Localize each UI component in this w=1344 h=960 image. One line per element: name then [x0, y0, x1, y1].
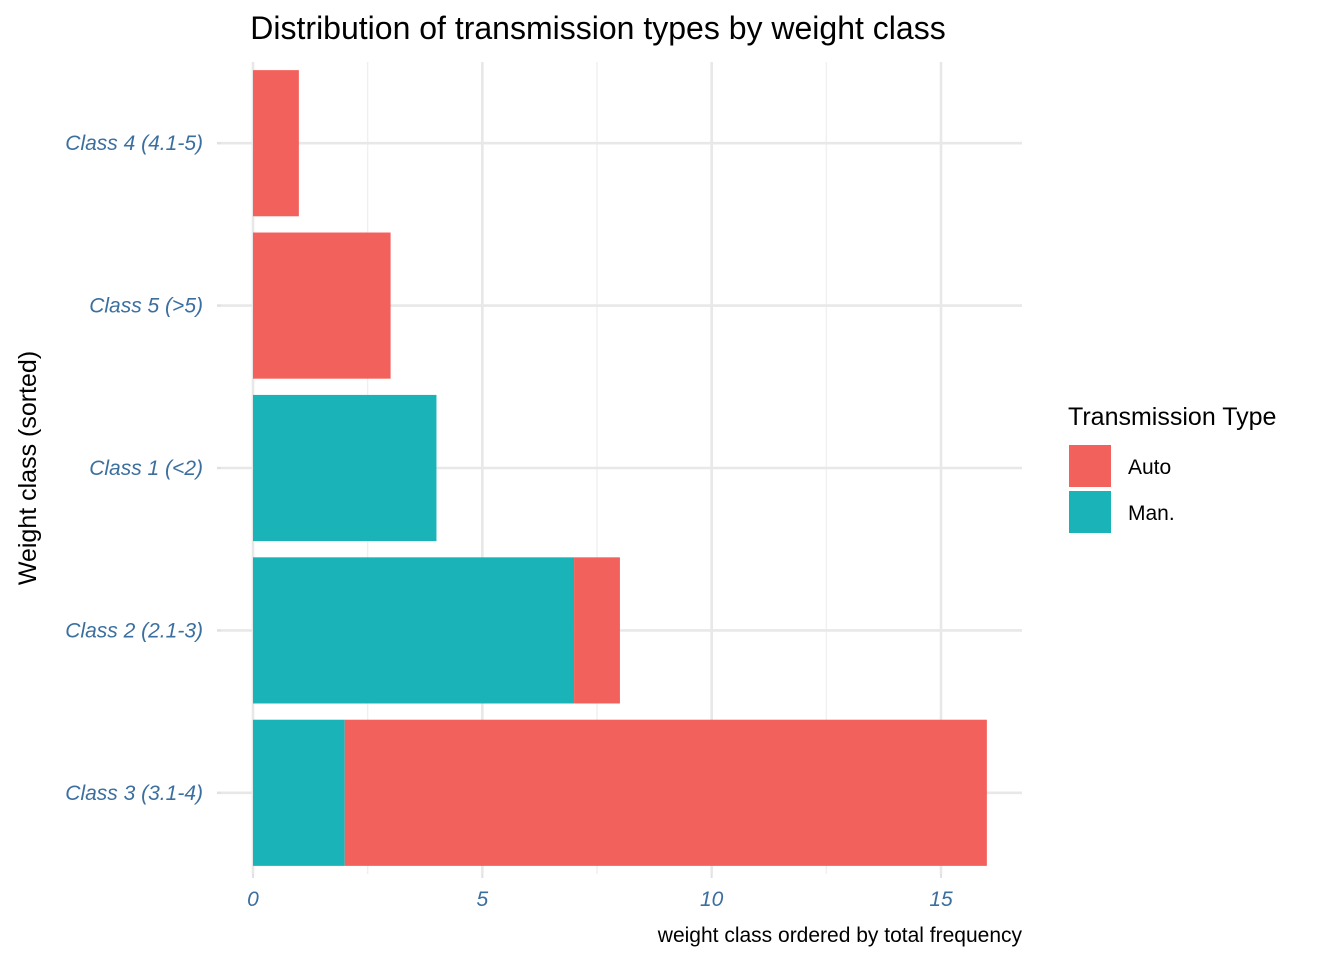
bar-auto-3 [253, 232, 391, 379]
legend-swatch-auto [1069, 445, 1111, 487]
legend-label-man: Man. [1128, 502, 1175, 525]
ticks-layer: Class 3 (3.1-4) Class 2 (2.1-3) Class 1 (<… [65, 132, 953, 911]
chart-title: Distribution of transmission types by we… [250, 10, 945, 46]
x-tick-label-0: 0 [247, 888, 259, 911]
bar-auto-1 [574, 557, 620, 704]
bar-man-0 [253, 719, 345, 866]
x-axis-label: weight class ordered by total frequency [657, 924, 1023, 947]
y-tick-label-4: Class 4 (4.1-5) [65, 132, 203, 155]
y-tick-label-3: Class 5 (>5) [89, 295, 203, 318]
y-tick-label-0: Class 3 (3.1-4) [65, 782, 203, 805]
legend-swatch-man [1069, 491, 1111, 533]
x-tick-label-3: 15 [929, 888, 953, 911]
legend-label-auto: Auto [1128, 456, 1171, 479]
legend: Transmission Type Auto Man. [1068, 403, 1276, 533]
y-tick-label-1: Class 2 (2.1-3) [65, 619, 203, 642]
y-axis-label: Weight class (sorted) [14, 351, 42, 585]
bar-man-2 [253, 394, 437, 542]
bars-layer [253, 70, 987, 866]
bar-auto-0 [344, 719, 987, 866]
x-tick-label-2: 10 [700, 888, 724, 911]
bar-man-1 [253, 557, 575, 704]
x-tick-label-1: 5 [476, 888, 488, 911]
legend-title: Transmission Type [1068, 403, 1276, 431]
y-tick-label-2: Class 1 (<2) [89, 457, 203, 480]
bar-auto-4 [253, 70, 299, 217]
